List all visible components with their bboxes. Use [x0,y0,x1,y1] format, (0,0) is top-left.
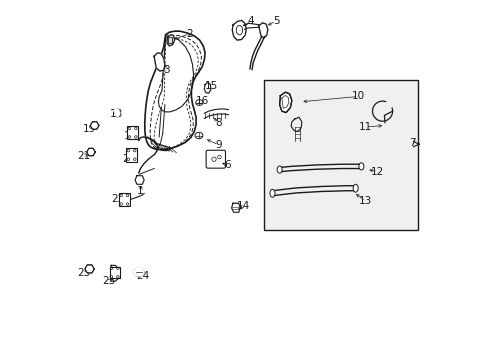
Text: 2: 2 [186,29,193,39]
Text: 18: 18 [109,109,122,120]
Bar [264,80,418,230]
Text: 4: 4 [247,16,254,26]
Bar [126,126,138,139]
Text: 23: 23 [102,276,115,286]
Ellipse shape [277,166,282,173]
Polygon shape [86,148,95,156]
Polygon shape [231,203,240,212]
Polygon shape [90,122,99,129]
Text: 6: 6 [224,160,230,170]
Text: 10: 10 [351,91,365,102]
Ellipse shape [269,189,274,197]
Text: 17: 17 [123,131,137,141]
Text: 7: 7 [408,139,415,148]
Ellipse shape [195,132,203,139]
Bar [167,37,172,43]
FancyBboxPatch shape [206,150,225,168]
Text: 15: 15 [204,81,218,91]
Ellipse shape [358,163,363,170]
Text: 9: 9 [215,140,222,150]
Bar [109,267,120,278]
Polygon shape [258,23,267,38]
Polygon shape [204,82,210,93]
Bar [119,193,129,206]
Bar [125,148,137,162]
Ellipse shape [352,184,357,192]
Text: 14: 14 [237,201,250,211]
Text: 5: 5 [272,16,279,26]
Polygon shape [279,92,291,113]
Polygon shape [133,269,144,276]
Polygon shape [135,176,144,184]
Polygon shape [232,21,246,40]
Polygon shape [154,53,164,71]
Text: 1: 1 [137,186,143,196]
Text: 21: 21 [77,150,90,161]
Text: 16: 16 [195,96,208,107]
Text: 22: 22 [111,194,124,204]
Text: 12: 12 [370,167,384,177]
Text: 8: 8 [215,118,222,128]
Text: 20: 20 [122,154,135,164]
Ellipse shape [195,100,203,105]
Text: 13: 13 [358,196,371,206]
Text: 11: 11 [358,122,371,132]
Polygon shape [113,109,120,117]
Text: 25: 25 [77,267,90,278]
Text: 3: 3 [163,64,170,75]
Polygon shape [85,265,94,273]
Polygon shape [167,35,174,46]
Text: 24: 24 [137,271,150,281]
Text: 19: 19 [83,124,96,134]
